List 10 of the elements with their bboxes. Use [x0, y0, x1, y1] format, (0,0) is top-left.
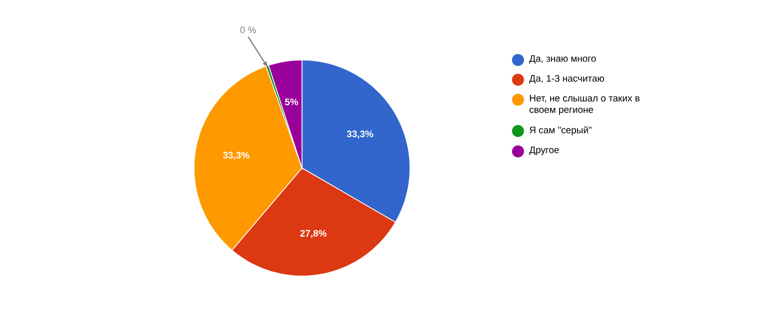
legend-label: Другое [529, 146, 559, 156]
legend-label: Нет, не слышал о таких в своем регионе [530, 94, 640, 115]
legend-label: Я сам "серый" [530, 126, 592, 136]
data-label: 27,8% [300, 230, 327, 238]
data-label: 0 % [240, 26, 256, 34]
legend-label: Да, 1-3 насчитаю [529, 74, 604, 84]
data-label: 33,3% [346, 130, 374, 139]
data-label: 5% [284, 98, 298, 106]
legend-label: Да, знаю много [529, 55, 596, 64]
data-label: 33,3% [222, 152, 250, 160]
